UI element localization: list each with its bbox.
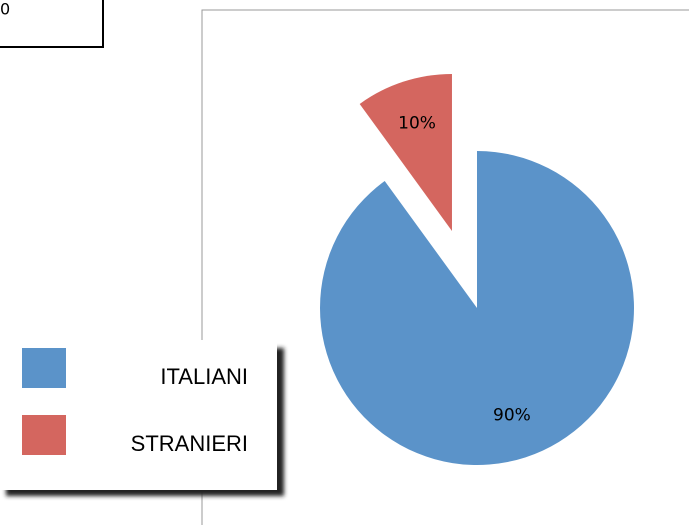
fragment-text: 0 [0, 0, 10, 19]
fragment-box [0, 0, 104, 48]
data-label: 10% [398, 113, 436, 133]
legend-label: ITALIANI [160, 364, 248, 389]
legend-swatch [22, 348, 66, 388]
pie: 90% 10% [319, 73, 634, 465]
legend-swatch [22, 415, 66, 455]
legend-label: STRANIERI [131, 431, 248, 456]
legend-items: ITALIANI STRANIERI [22, 348, 248, 456]
data-label: 90% [493, 406, 531, 426]
pie-slice [359, 73, 452, 231]
pie-slice [319, 151, 634, 465]
